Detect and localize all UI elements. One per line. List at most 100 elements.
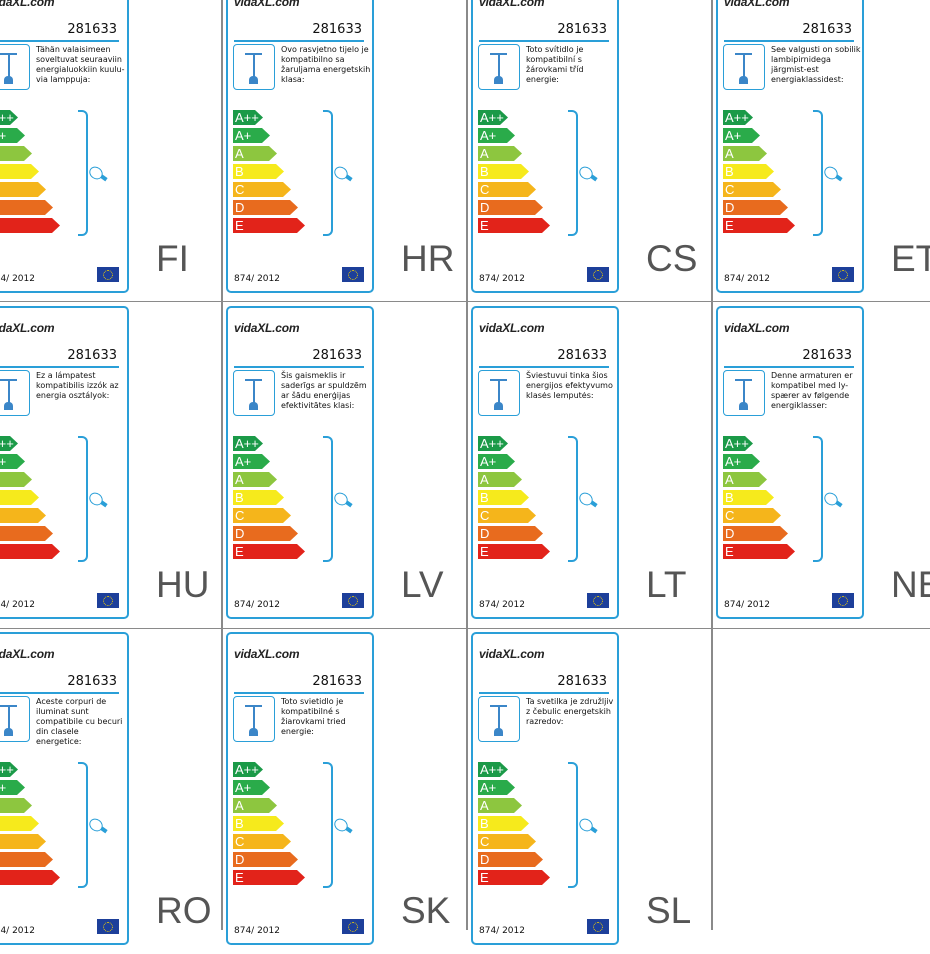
lamp-rod xyxy=(253,379,255,403)
brand-logo: vidaXL.com xyxy=(0,321,55,335)
pendant-lamp-icon xyxy=(233,696,275,742)
brand-logo: vidaXL.com xyxy=(479,321,545,335)
energy-class-letter: A+ xyxy=(235,128,252,143)
pendant-lamp-icon xyxy=(0,44,30,90)
energy-label: vidaXL.com 281633 Tähän valaisimeen sovelt… xyxy=(0,0,129,293)
label-cell-cs: vidaXL.com 281633 Toto svítidlo je kompati… xyxy=(466,0,711,302)
lamp-shade xyxy=(739,76,748,84)
energy-class-letter: A++ xyxy=(0,110,14,125)
energy-class-e: E xyxy=(478,870,550,885)
bulb-cap-icon xyxy=(345,174,353,182)
lamp-shade xyxy=(249,402,258,410)
language-code: CS xyxy=(646,238,698,279)
divider xyxy=(479,40,609,42)
bulb-cap-icon xyxy=(100,500,108,508)
pendant-lamp-icon xyxy=(233,370,275,416)
energy-class-letter: C xyxy=(480,182,490,197)
language-code: FI xyxy=(156,238,189,279)
energy-label: vidaXL.com 281633 Toto svietidlo je kompat… xyxy=(226,632,374,945)
product-number: 281633 xyxy=(557,674,607,689)
divider xyxy=(479,366,609,368)
pendant-lamp-icon xyxy=(233,44,275,90)
energy-label: vidaXL.com 281633 Toto svítidlo je kompati… xyxy=(471,0,619,293)
grid-divider-vertical xyxy=(711,0,713,930)
pendant-lamp-icon xyxy=(723,44,765,90)
bulb-cap-icon xyxy=(835,174,843,182)
energy-class-letter: A xyxy=(480,798,489,813)
energy-class-e: E xyxy=(0,870,60,885)
language-code: HU xyxy=(156,564,210,605)
product-number: 281633 xyxy=(557,22,607,37)
language-code: SK xyxy=(401,890,451,931)
compatibility-text: Tähän valaisimeen soveltuvat seuraaviin … xyxy=(36,45,125,84)
energy-class-letter: A++ xyxy=(725,436,749,451)
energy-class-letter: A+ xyxy=(480,454,497,469)
energy-class-a: A xyxy=(723,472,767,487)
label-cell-hr: vidaXL.com 281633 Ovo rasvjetno tijelo je … xyxy=(221,0,466,302)
divider xyxy=(724,366,854,368)
energy-class-aplus: A+ xyxy=(233,454,270,469)
eu-flag-icon xyxy=(832,593,854,608)
lamp-shade xyxy=(494,402,503,410)
energy-class-aplus: A+ xyxy=(723,454,760,469)
energy-class-aplus: A+ xyxy=(233,128,270,143)
energy-class-a: A xyxy=(478,146,522,161)
energy-class-b: B xyxy=(233,816,284,831)
bracket-icon xyxy=(568,762,578,888)
regulation-text: 874/ 2012 xyxy=(234,274,280,284)
energy-label: vidaXL.com 281633 Šviestuvui tinka šios en… xyxy=(471,306,619,619)
language-code: LT xyxy=(646,564,687,605)
energy-class-letter: C xyxy=(480,508,490,523)
energy-class-letter: A xyxy=(235,798,244,813)
energy-class-aplusplus: A++ xyxy=(233,436,263,451)
energy-class-b: B xyxy=(233,164,284,179)
energy-class-aplus: A+ xyxy=(478,780,515,795)
eu-flag-icon xyxy=(587,919,609,934)
energy-class-letter: C xyxy=(480,834,490,849)
lamp-rod xyxy=(8,705,10,729)
lamp-rod xyxy=(253,705,255,729)
eu-flag-icon xyxy=(97,593,119,608)
energy-label: vidaXL.com 281633 See valgusti on sobilik … xyxy=(716,0,864,293)
energy-class-letter: A+ xyxy=(235,780,252,795)
energy-class-b: B xyxy=(0,164,39,179)
energy-class-e: E xyxy=(0,218,60,233)
energy-class-aplusplus: A++ xyxy=(478,110,508,125)
energy-class-d: D xyxy=(0,852,53,867)
brand-logo: vidaXL.com xyxy=(0,0,55,9)
energy-class-letter: A++ xyxy=(725,110,749,125)
regulation-text: 874/ 2012 xyxy=(479,926,525,936)
grid-divider-vertical xyxy=(221,0,223,930)
energy-class-letter: A++ xyxy=(235,436,259,451)
energy-class-d: D xyxy=(478,526,543,541)
energy-class-b: B xyxy=(478,490,529,505)
energy-class-letter: A xyxy=(480,472,489,487)
energy-class-aplus: A+ xyxy=(478,454,515,469)
energy-class-letter: A++ xyxy=(235,762,259,777)
energy-class-a: A xyxy=(233,798,277,813)
grid-divider-vertical xyxy=(466,0,468,930)
compatibility-text: Ta svetilka je združljiv z čebulic energ… xyxy=(526,697,614,726)
bulb-cap-icon xyxy=(590,826,598,834)
energy-label: vidaXL.com 281633 Ta svetilka je združljiv… xyxy=(471,632,619,945)
energy-class-d: D xyxy=(478,200,543,215)
product-number: 281633 xyxy=(802,22,852,37)
energy-class-letter: B xyxy=(480,490,489,505)
energy-class-d: D xyxy=(723,526,788,541)
energy-class-letter: C xyxy=(725,508,735,523)
energy-class-e: E xyxy=(233,870,305,885)
energy-class-c: C xyxy=(0,508,46,523)
language-code: NE xyxy=(891,564,930,605)
energy-class-d: D xyxy=(478,852,543,867)
energy-class-c: C xyxy=(233,508,291,523)
energy-class-c: C xyxy=(478,508,536,523)
lamp-rod xyxy=(8,53,10,77)
energy-class-c: C xyxy=(0,182,46,197)
pendant-lamp-icon xyxy=(478,44,520,90)
regulation-text: 874/ 2012 xyxy=(479,600,525,610)
energy-class-aplusplus: A++ xyxy=(723,436,753,451)
lamp-rod xyxy=(498,705,500,729)
lamp-rod xyxy=(743,53,745,77)
energy-class-letter: A xyxy=(235,146,244,161)
bulb-cap-icon xyxy=(345,500,353,508)
